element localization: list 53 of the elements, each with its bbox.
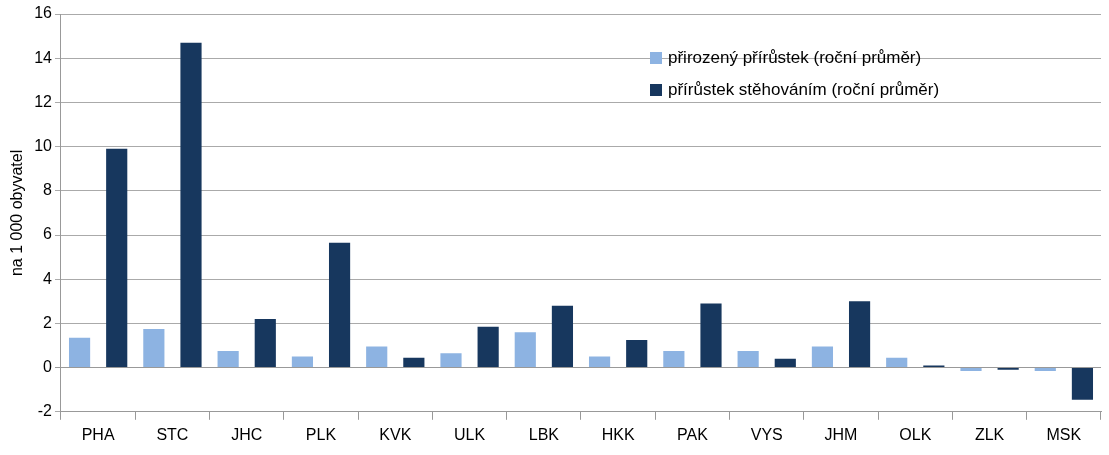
bar: [774, 358, 796, 368]
x-tick-label: LBK: [528, 425, 560, 443]
bar: [217, 351, 239, 368]
bar: [960, 368, 982, 371]
y-axis-title: na 1 000 obyvatel: [8, 149, 26, 277]
bar: [1071, 368, 1094, 400]
x-tick-label: HKK: [601, 425, 635, 443]
bar: [328, 242, 351, 368]
y-tick-label: 0: [43, 358, 53, 376]
y-tick-label: 10: [34, 137, 53, 155]
bar: [514, 332, 536, 368]
x-tick-label: STC: [156, 425, 189, 443]
bar: [291, 356, 314, 368]
bar: [886, 357, 908, 368]
x-tick-label: PHA: [81, 425, 115, 443]
y-tick-label: 16: [34, 4, 53, 22]
bar: [626, 339, 648, 368]
legend-label: přirozený přírůstek (roční průměr): [668, 48, 922, 68]
x-tick-label: ZLK: [974, 425, 1005, 443]
bar: [477, 326, 499, 368]
bar: [68, 337, 91, 368]
bar: [440, 353, 462, 368]
bar: [143, 328, 165, 368]
x-tick-label: KVK: [379, 425, 412, 443]
y-tick-label: 4: [43, 269, 53, 287]
bar: [663, 351, 685, 368]
bar: [254, 318, 276, 368]
bar: [366, 346, 388, 368]
bar: [700, 303, 722, 368]
x-tick-label: MSK: [1046, 425, 1082, 443]
x-tick-label: OLK: [899, 425, 932, 443]
x-tick-label: VYS: [750, 425, 783, 443]
bar: [403, 357, 425, 368]
x-tick-label: JHM: [824, 425, 858, 443]
x-tick-label: PLK: [305, 425, 337, 443]
x-tick-label: JHC: [231, 425, 263, 443]
x-tick-label: PAK: [677, 425, 709, 443]
bar: [180, 42, 202, 368]
y-tick-label: 6: [43, 225, 53, 243]
legend-label: přírůstek stěhováním (roční průměr): [668, 80, 940, 100]
bar: [106, 148, 128, 368]
bar: [737, 351, 759, 368]
y-tick-label: 12: [34, 92, 53, 110]
bar: [848, 301, 871, 368]
x-tick-label: ULK: [454, 425, 486, 443]
bar: [1034, 368, 1056, 371]
bar: [588, 356, 611, 368]
y-tick-label: 8: [43, 181, 53, 199]
y-tick-label: 2: [43, 313, 53, 331]
bar: [551, 305, 574, 368]
y-tick-label: -2: [37, 402, 53, 420]
bar: [811, 346, 834, 368]
y-tick-label: 14: [34, 48, 53, 66]
